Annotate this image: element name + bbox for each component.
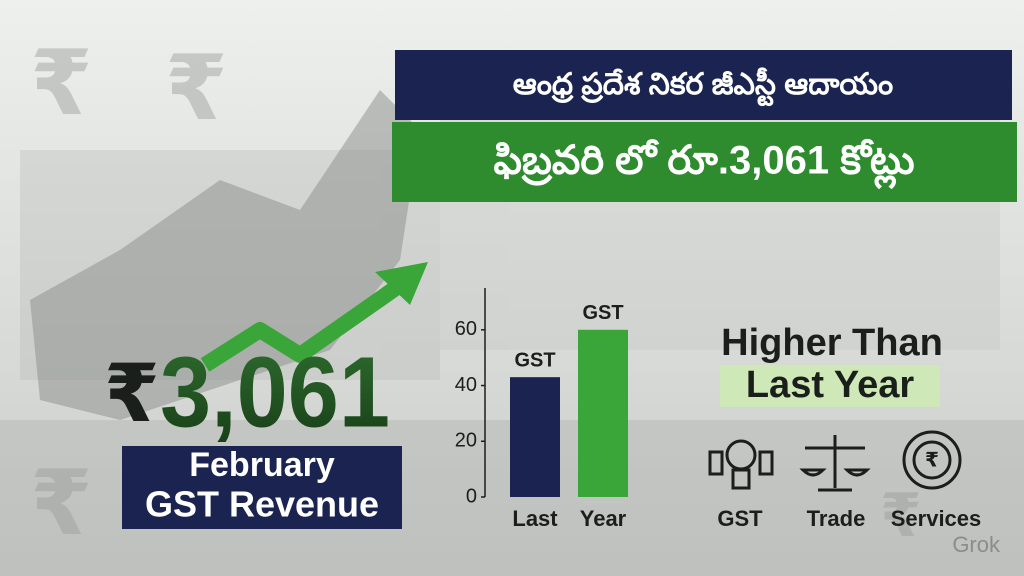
headline-1: ఆంధ్ర ప్రదేశ నికర జీఎస్టీ ఆదాయం [513, 67, 893, 107]
icon-rupee: ₹ [925, 449, 939, 471]
svg-text:₹: ₹ [165, 39, 228, 139]
x-tick-label: Year [580, 506, 627, 531]
y-tick-label: 40 [455, 374, 477, 396]
x-tick-label: Last [512, 506, 558, 531]
currency-symbol: ₹ [104, 349, 160, 438]
bar [510, 377, 560, 497]
bar-label: GST [514, 349, 555, 371]
trend-arrow [200, 278, 405, 372]
caption-box [122, 446, 402, 529]
bar-label: GST [582, 302, 623, 324]
y-tick-label: 0 [466, 485, 477, 507]
bar [578, 329, 628, 497]
caption-2: GST Revenue [145, 484, 379, 525]
watermark: Grok [952, 532, 1001, 557]
svg-text:₹: ₹ [880, 482, 922, 549]
amount-value: 3,061 [160, 336, 390, 448]
badge-2: Last Year [746, 364, 915, 406]
icon-label: Services [891, 506, 982, 531]
headline-2: ఫిబ్రవరి లో రూ.3,061 కోట్లు [493, 139, 914, 190]
y-tick-label: 60 [455, 318, 477, 340]
arrow-head [375, 262, 428, 305]
badge-box [720, 365, 940, 407]
banner-green [392, 122, 1017, 202]
badge-1: Higher Than [721, 322, 943, 364]
icon-label: GST [717, 506, 763, 531]
banner-dark [395, 50, 1012, 120]
y-tick-label: 20 [455, 430, 477, 452]
svg-text:₹: ₹ [30, 454, 93, 554]
icon-label: Trade [807, 506, 866, 531]
icon-shapes [708, 430, 962, 492]
rupee-decor: ₹ ₹₹ ₹ [30, 34, 922, 554]
svg-text:₹: ₹ [30, 34, 93, 134]
caption-1: February [189, 446, 335, 484]
